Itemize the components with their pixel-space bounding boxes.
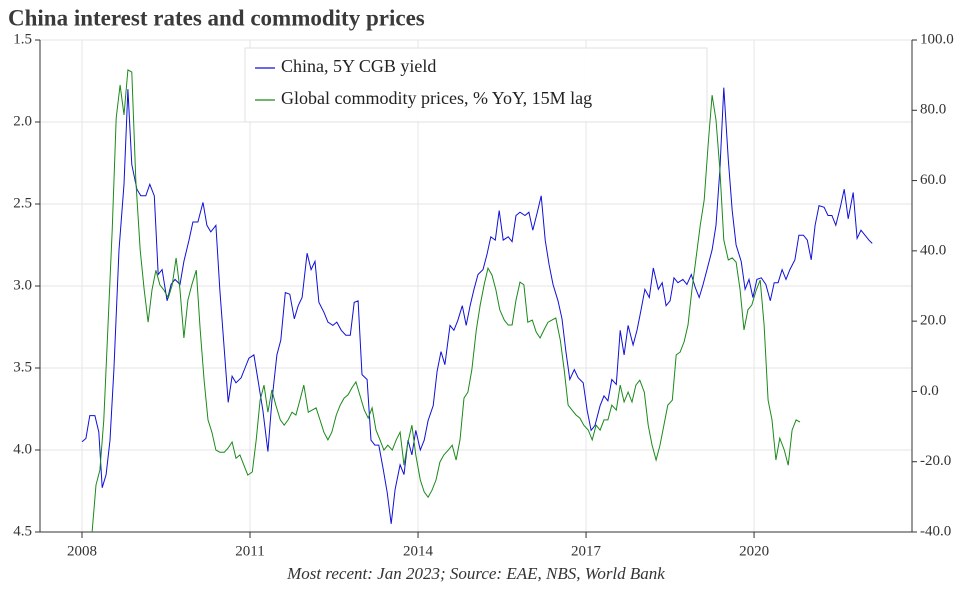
- series-line: [81, 87, 873, 524]
- y-tick-label: 2.5: [13, 195, 32, 211]
- y2-tick-label: 40.0: [920, 242, 946, 258]
- series-line: [91, 69, 801, 533]
- footnote: Most recent: Jan 2023; Source: EAE, NBS,…: [286, 564, 665, 583]
- y2-tick-label: 60.0: [920, 172, 946, 188]
- y2-tick-label: -40.0: [920, 523, 951, 539]
- chart-title: China interest rates and commodity price…: [8, 5, 425, 30]
- y2-tick-label: 20.0: [920, 313, 946, 329]
- y2-tick-label: 0.0: [920, 383, 939, 399]
- y2-tick-label: 80.0: [920, 102, 946, 118]
- legend-label: China, 5Y CGB yield: [281, 56, 436, 76]
- x-tick-label: 2014: [403, 543, 434, 559]
- y2-tick-label: -20.0: [920, 453, 951, 469]
- y-tick-label: 3.0: [13, 277, 32, 293]
- legend: China, 5Y CGB yield Global commodity pric…: [244, 47, 708, 123]
- legend-box: [244, 47, 708, 123]
- x-tick-label: 2011: [235, 543, 264, 559]
- y-tick-label: 1.5: [13, 31, 32, 47]
- y-tick-label: 4.0: [13, 441, 32, 457]
- legend-label: Global commodity prices, % YoY, 15M lag: [281, 88, 592, 108]
- y-tick-label: 2.0: [13, 113, 32, 129]
- x-tick-label: 2017: [571, 543, 602, 559]
- y-tick-label: 4.5: [13, 523, 32, 539]
- x-tick-label: 2020: [739, 543, 769, 559]
- x-tick-label: 2008: [67, 543, 97, 559]
- y-tick-label: 3.5: [13, 359, 32, 375]
- y2-tick-label: 100.0: [920, 31, 954, 47]
